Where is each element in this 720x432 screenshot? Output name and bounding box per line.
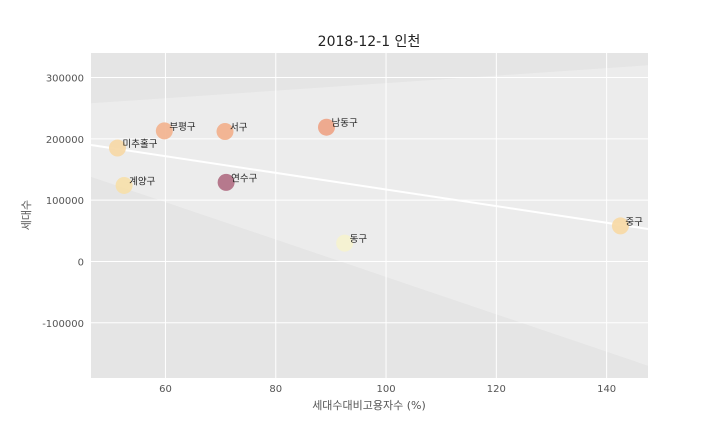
- y-tick-label: 0: [78, 257, 84, 268]
- x-tick-label: 100: [376, 384, 395, 395]
- confidence-band-layer: [91, 65, 648, 366]
- data-point[interactable]: [336, 234, 354, 252]
- point-label: 중구: [625, 217, 643, 228]
- data-point[interactable]: [115, 176, 133, 194]
- data-point[interactable]: [317, 118, 335, 136]
- data-point[interactable]: [217, 173, 235, 191]
- point-label: 부평구: [169, 122, 195, 133]
- confidence-band: [91, 65, 648, 366]
- points-layer: [108, 118, 629, 252]
- data-point[interactable]: [108, 139, 126, 157]
- data-point[interactable]: [611, 217, 629, 235]
- x-tick-label: 120: [487, 384, 506, 395]
- data-point[interactable]: [155, 122, 173, 140]
- y-tick-label: 300000: [46, 74, 84, 85]
- chart-title: 2018-12-1 인천: [318, 34, 421, 50]
- regression-line: [90, 143, 649, 230]
- y-tick-label: 200000: [46, 135, 84, 146]
- point-label: 미추홀구: [122, 138, 157, 150]
- x-tick-labels: 60 80 100 120 140: [159, 384, 616, 395]
- y-axis-label: 세대수: [20, 200, 33, 230]
- x-tick-label: 140: [597, 384, 616, 395]
- regression-layer: [90, 143, 649, 230]
- x-tick-label: 60: [159, 384, 172, 395]
- data-point[interactable]: [216, 122, 234, 140]
- x-axis-label: 세대수대비고용자수 (%): [312, 399, 426, 412]
- point-label: 계양구: [129, 175, 155, 187]
- point-label: 연수구: [231, 173, 257, 184]
- y-tick-labels: -100000 0 100000 200000 300000: [42, 74, 84, 330]
- point-label: 동구: [350, 234, 368, 245]
- y-tick-label: -100000: [42, 319, 84, 330]
- x-tick-label: 80: [269, 384, 282, 395]
- y-tick-label: 100000: [46, 196, 84, 207]
- grid-layer: [91, 53, 648, 378]
- point-label: 서구: [230, 122, 248, 133]
- point-label: 남동구: [331, 118, 357, 129]
